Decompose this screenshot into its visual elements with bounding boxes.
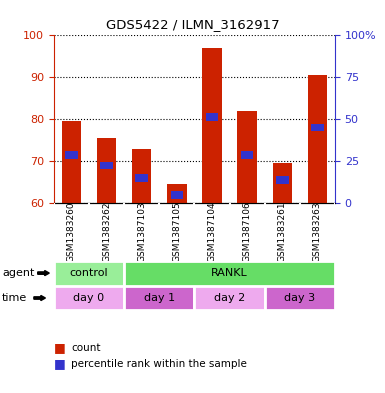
Bar	[62, 121, 81, 203]
Bar	[311, 124, 324, 131]
Text: GSM1387105: GSM1387105	[172, 202, 181, 262]
Bar	[54, 261, 124, 286]
Bar	[273, 163, 292, 203]
Bar	[241, 151, 253, 159]
Bar	[276, 176, 288, 184]
Text: day 1: day 1	[144, 293, 175, 303]
Bar	[203, 48, 222, 203]
Text: control: control	[70, 268, 108, 278]
Bar	[54, 286, 124, 310]
Bar	[308, 75, 327, 203]
Bar	[97, 138, 116, 203]
Text: GSM1383260: GSM1383260	[67, 202, 76, 262]
Bar	[124, 261, 335, 286]
Text: GSM1383261: GSM1383261	[278, 202, 287, 262]
Text: GSM1387103: GSM1387103	[137, 202, 146, 262]
Bar	[194, 286, 265, 310]
Bar	[206, 113, 218, 121]
Bar	[65, 151, 78, 159]
Text: GSM1383263: GSM1383263	[313, 202, 322, 262]
Bar	[171, 191, 183, 198]
Text: GDS5422 / ILMN_3162917: GDS5422 / ILMN_3162917	[106, 18, 279, 31]
Text: GSM1387106: GSM1387106	[243, 202, 252, 262]
Text: day 0: day 0	[74, 293, 105, 303]
Text: ■: ■	[54, 357, 66, 370]
Bar	[124, 286, 194, 310]
Bar	[100, 162, 113, 169]
Text: percentile rank within the sample: percentile rank within the sample	[71, 358, 247, 369]
Text: GSM1387104: GSM1387104	[208, 202, 216, 262]
Bar	[132, 149, 151, 203]
Text: day 2: day 2	[214, 293, 245, 303]
Text: day 3: day 3	[284, 293, 315, 303]
Text: agent: agent	[2, 268, 34, 278]
Bar	[167, 184, 186, 203]
Text: time: time	[2, 293, 27, 303]
Text: count: count	[71, 343, 101, 353]
Text: ■: ■	[54, 341, 66, 354]
Bar	[265, 286, 335, 310]
Text: GSM1383262: GSM1383262	[102, 202, 111, 262]
Bar	[238, 111, 257, 203]
Bar	[136, 174, 148, 182]
Text: RANKL: RANKL	[211, 268, 248, 278]
